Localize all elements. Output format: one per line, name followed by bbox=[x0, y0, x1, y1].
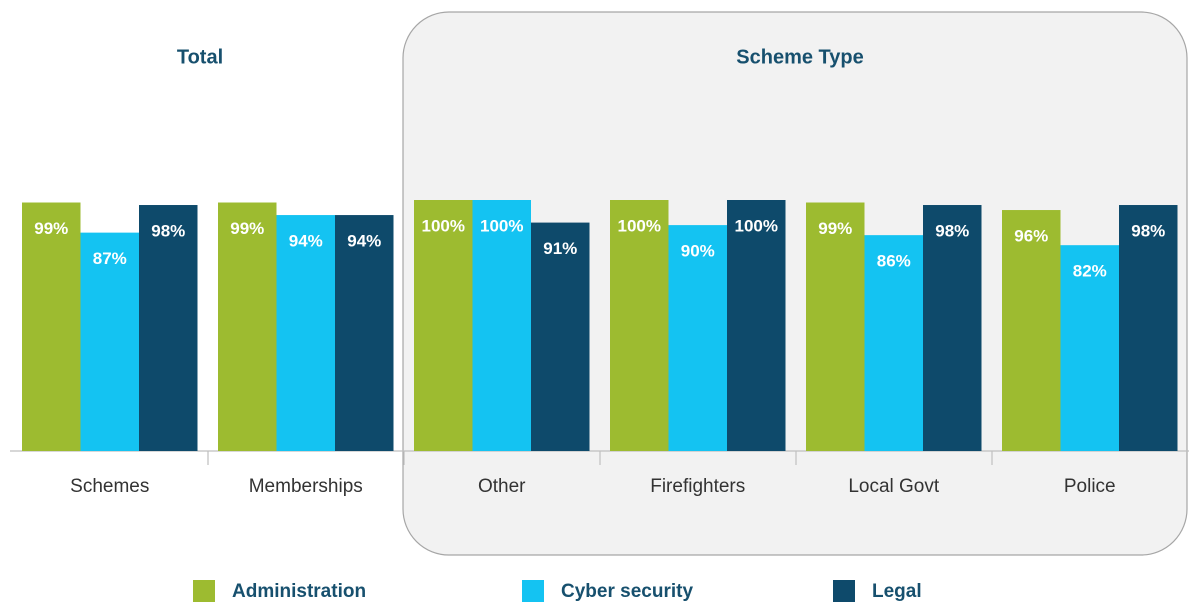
legend-swatch bbox=[193, 580, 215, 602]
x-tick-label: Memberships bbox=[249, 476, 363, 497]
bar bbox=[1060, 245, 1119, 451]
bar bbox=[923, 205, 982, 451]
x-tick-label: Firefighters bbox=[650, 476, 745, 497]
data-label: 94% bbox=[289, 232, 323, 251]
data-label: 99% bbox=[34, 219, 68, 238]
x-tick-label: Schemes bbox=[70, 476, 149, 497]
bar bbox=[218, 202, 277, 451]
data-label: 100% bbox=[618, 216, 661, 235]
bar bbox=[610, 200, 669, 451]
bar bbox=[531, 222, 590, 451]
data-label: 100% bbox=[480, 216, 523, 235]
bar bbox=[276, 215, 335, 451]
x-tick-label: Police bbox=[1064, 476, 1116, 497]
data-label: 82% bbox=[1073, 262, 1107, 281]
data-label: 96% bbox=[1014, 227, 1048, 246]
data-label: 99% bbox=[818, 219, 852, 238]
bar bbox=[668, 225, 727, 451]
data-label: 91% bbox=[543, 239, 577, 258]
data-label: 98% bbox=[1131, 222, 1165, 241]
bar bbox=[139, 205, 198, 451]
data-label: 90% bbox=[681, 242, 715, 261]
bar bbox=[472, 200, 531, 451]
legend-label: Administration bbox=[232, 581, 366, 602]
data-label: 87% bbox=[93, 249, 127, 268]
data-label: 98% bbox=[935, 222, 969, 241]
bar bbox=[1002, 210, 1061, 451]
bar bbox=[806, 202, 865, 451]
group-title: Scheme Type bbox=[736, 46, 863, 68]
bar bbox=[414, 200, 473, 451]
bar bbox=[335, 215, 394, 451]
x-tick-label: Local Govt bbox=[848, 476, 940, 497]
data-label: 100% bbox=[422, 216, 465, 235]
data-label: 99% bbox=[230, 219, 264, 238]
data-label: 86% bbox=[877, 252, 911, 271]
bar bbox=[22, 202, 81, 451]
bar bbox=[1119, 205, 1178, 451]
bar bbox=[80, 232, 139, 451]
bar bbox=[727, 200, 786, 451]
legend-swatch bbox=[522, 580, 544, 602]
data-label: 94% bbox=[347, 232, 381, 251]
scheme-type-panel bbox=[402, 11, 1188, 556]
x-tick-label: Other bbox=[478, 476, 526, 497]
legend-label: Legal bbox=[872, 581, 922, 602]
data-label: 100% bbox=[735, 216, 778, 235]
legend-swatch bbox=[833, 580, 855, 602]
legend-label: Cyber security bbox=[561, 581, 693, 602]
data-label: 98% bbox=[151, 222, 185, 241]
bar bbox=[864, 235, 923, 451]
group-title: Total bbox=[177, 46, 223, 68]
